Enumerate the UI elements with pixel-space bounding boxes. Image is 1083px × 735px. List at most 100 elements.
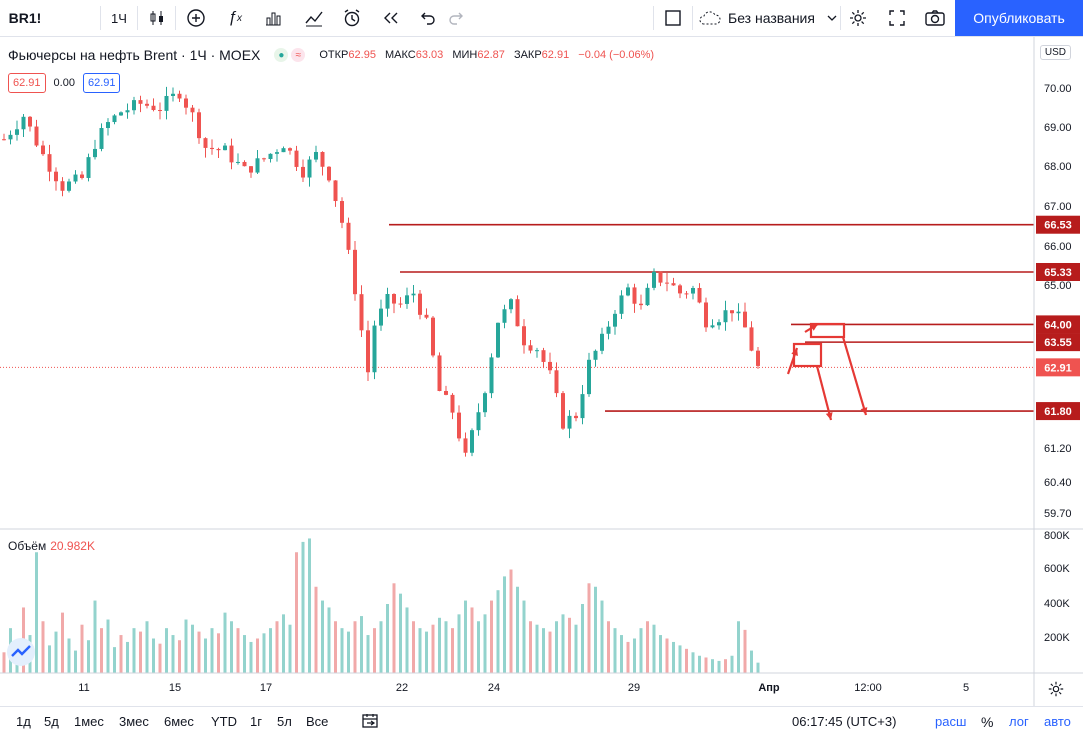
ask-tag[interactable]: 62.91 — [82, 73, 121, 93]
candle-body — [424, 314, 429, 318]
interval-button[interactable]: 1Ч — [111, 10, 127, 26]
chart-canvas[interactable]: 70.0069.0068.0067.0066.0065.0062.0061.20… — [0, 37, 1083, 706]
range-ytd-button[interactable]: YTD — [211, 714, 237, 729]
replay-icon[interactable] — [376, 0, 406, 36]
volume-bar — [314, 586, 318, 673]
volume-bar — [717, 660, 721, 673]
clock-timezone[interactable]: 06:17:45 (UTC+3) — [792, 714, 897, 729]
compare-icon[interactable] — [299, 0, 329, 36]
templates-icon[interactable] — [258, 0, 288, 36]
toolbar-divider — [100, 6, 101, 30]
volume-bar — [126, 641, 129, 673]
redo-icon[interactable] — [441, 0, 471, 36]
volume-bar — [249, 641, 253, 673]
range-1y-button[interactable]: 1г — [250, 714, 262, 729]
volume-bar — [54, 631, 58, 673]
candle-body — [314, 151, 318, 160]
volume-bar — [158, 643, 162, 673]
candle-body — [535, 350, 539, 352]
candle-body — [281, 148, 286, 153]
data-delay-icon: ≈ — [291, 48, 306, 62]
auto-scale-toggle[interactable]: авто — [1044, 714, 1071, 729]
volume-bar — [35, 552, 38, 673]
volume-bar — [269, 628, 272, 673]
price-tick-label: 65.00 — [1044, 280, 1072, 292]
goto-date-icon[interactable] — [361, 712, 379, 733]
candle-body — [210, 147, 214, 150]
volume-bar — [756, 662, 760, 673]
volume-bar — [93, 600, 97, 673]
range-5d-button[interactable]: 5д — [44, 714, 59, 729]
price-tick-label: 61.20 — [1044, 443, 1072, 455]
candle-body — [333, 180, 338, 202]
candle-body — [574, 415, 578, 419]
volume-tick-label: 800K — [1044, 530, 1070, 542]
layout-name-button[interactable]: Без названия — [698, 0, 838, 36]
volume-bar — [392, 583, 396, 673]
volume-bar — [347, 631, 350, 673]
add-indicator-icon[interactable] — [181, 0, 211, 36]
candle-body — [723, 310, 728, 323]
candle-body — [41, 145, 45, 155]
bid-tag[interactable]: 62.91 — [8, 73, 46, 93]
candle-body — [756, 350, 760, 366]
candle-body — [307, 159, 312, 178]
range-6m-button[interactable]: 6мес — [164, 714, 194, 729]
fullscreen-square-icon[interactable] — [658, 0, 688, 36]
volume-bar — [308, 538, 311, 673]
expand-icon[interactable] — [882, 0, 912, 36]
volume-bar — [321, 600, 324, 673]
toolbar-divider — [175, 6, 176, 30]
log-scale-toggle[interactable]: лог — [1009, 714, 1029, 729]
range-1m-button[interactable]: 1мес — [74, 714, 104, 729]
range-all-button[interactable]: Все — [306, 714, 329, 729]
camera-icon[interactable] — [920, 0, 950, 36]
candle-body — [691, 287, 695, 294]
market-open-icon: ● — [274, 48, 289, 62]
volume-bar — [737, 621, 740, 673]
settings-icon[interactable] — [843, 0, 873, 36]
candle-body — [366, 330, 370, 373]
candle-body — [639, 303, 643, 306]
undo-icon[interactable] — [413, 0, 443, 36]
candle-body — [288, 148, 292, 151]
volume-bar — [574, 624, 578, 673]
volume-bar — [529, 621, 532, 673]
volume-bar — [366, 635, 370, 673]
volume-bar — [41, 621, 45, 673]
candle-body — [515, 299, 520, 327]
volume-bar — [425, 631, 428, 673]
publish-button[interactable]: Опубликовать — [955, 0, 1083, 36]
time-tick-label: Апр — [758, 682, 780, 694]
percent-scale-toggle[interactable]: % — [981, 714, 994, 730]
volume-bar — [236, 628, 240, 673]
volume-bar — [620, 635, 623, 673]
volume-title: Объём — [8, 539, 47, 553]
annotation-arrow-head — [810, 324, 818, 331]
layout-name: Без названия — [728, 10, 815, 26]
candle-body — [93, 148, 97, 158]
volume-bar — [262, 633, 266, 673]
chart-area[interactable]: 70.0069.0068.0067.0066.0065.0062.0061.20… — [0, 37, 1083, 735]
volume-bar — [386, 604, 389, 673]
currency-button[interactable]: USD — [1039, 45, 1071, 60]
alert-icon[interactable] — [337, 0, 367, 36]
candle-body — [496, 322, 500, 358]
axis-settings-icon[interactable] — [1047, 680, 1065, 701]
candle-body — [216, 149, 221, 151]
candles-icon[interactable] — [142, 0, 172, 36]
extended-hours-toggle[interactable]: расш — [935, 714, 967, 729]
range-3m-button[interactable]: 3мес — [119, 714, 149, 729]
chevron-down-icon — [827, 15, 837, 21]
range-1d-button[interactable]: 1д — [16, 714, 31, 729]
volume-bar — [698, 655, 701, 673]
tradingview-logo[interactable] — [6, 637, 36, 670]
range-5y-button[interactable]: 5л — [277, 714, 292, 729]
candle-body — [301, 166, 305, 178]
level-price-tag — [1036, 315, 1080, 334]
volume-bar — [204, 638, 207, 673]
candle-body — [613, 313, 617, 327]
symbol-search-button[interactable]: BR1! — [8, 10, 42, 26]
ohlc-values: ОТКР62.95 МАКС63.03 МИН62.87 ЗАКР62.91 −… — [319, 49, 655, 61]
